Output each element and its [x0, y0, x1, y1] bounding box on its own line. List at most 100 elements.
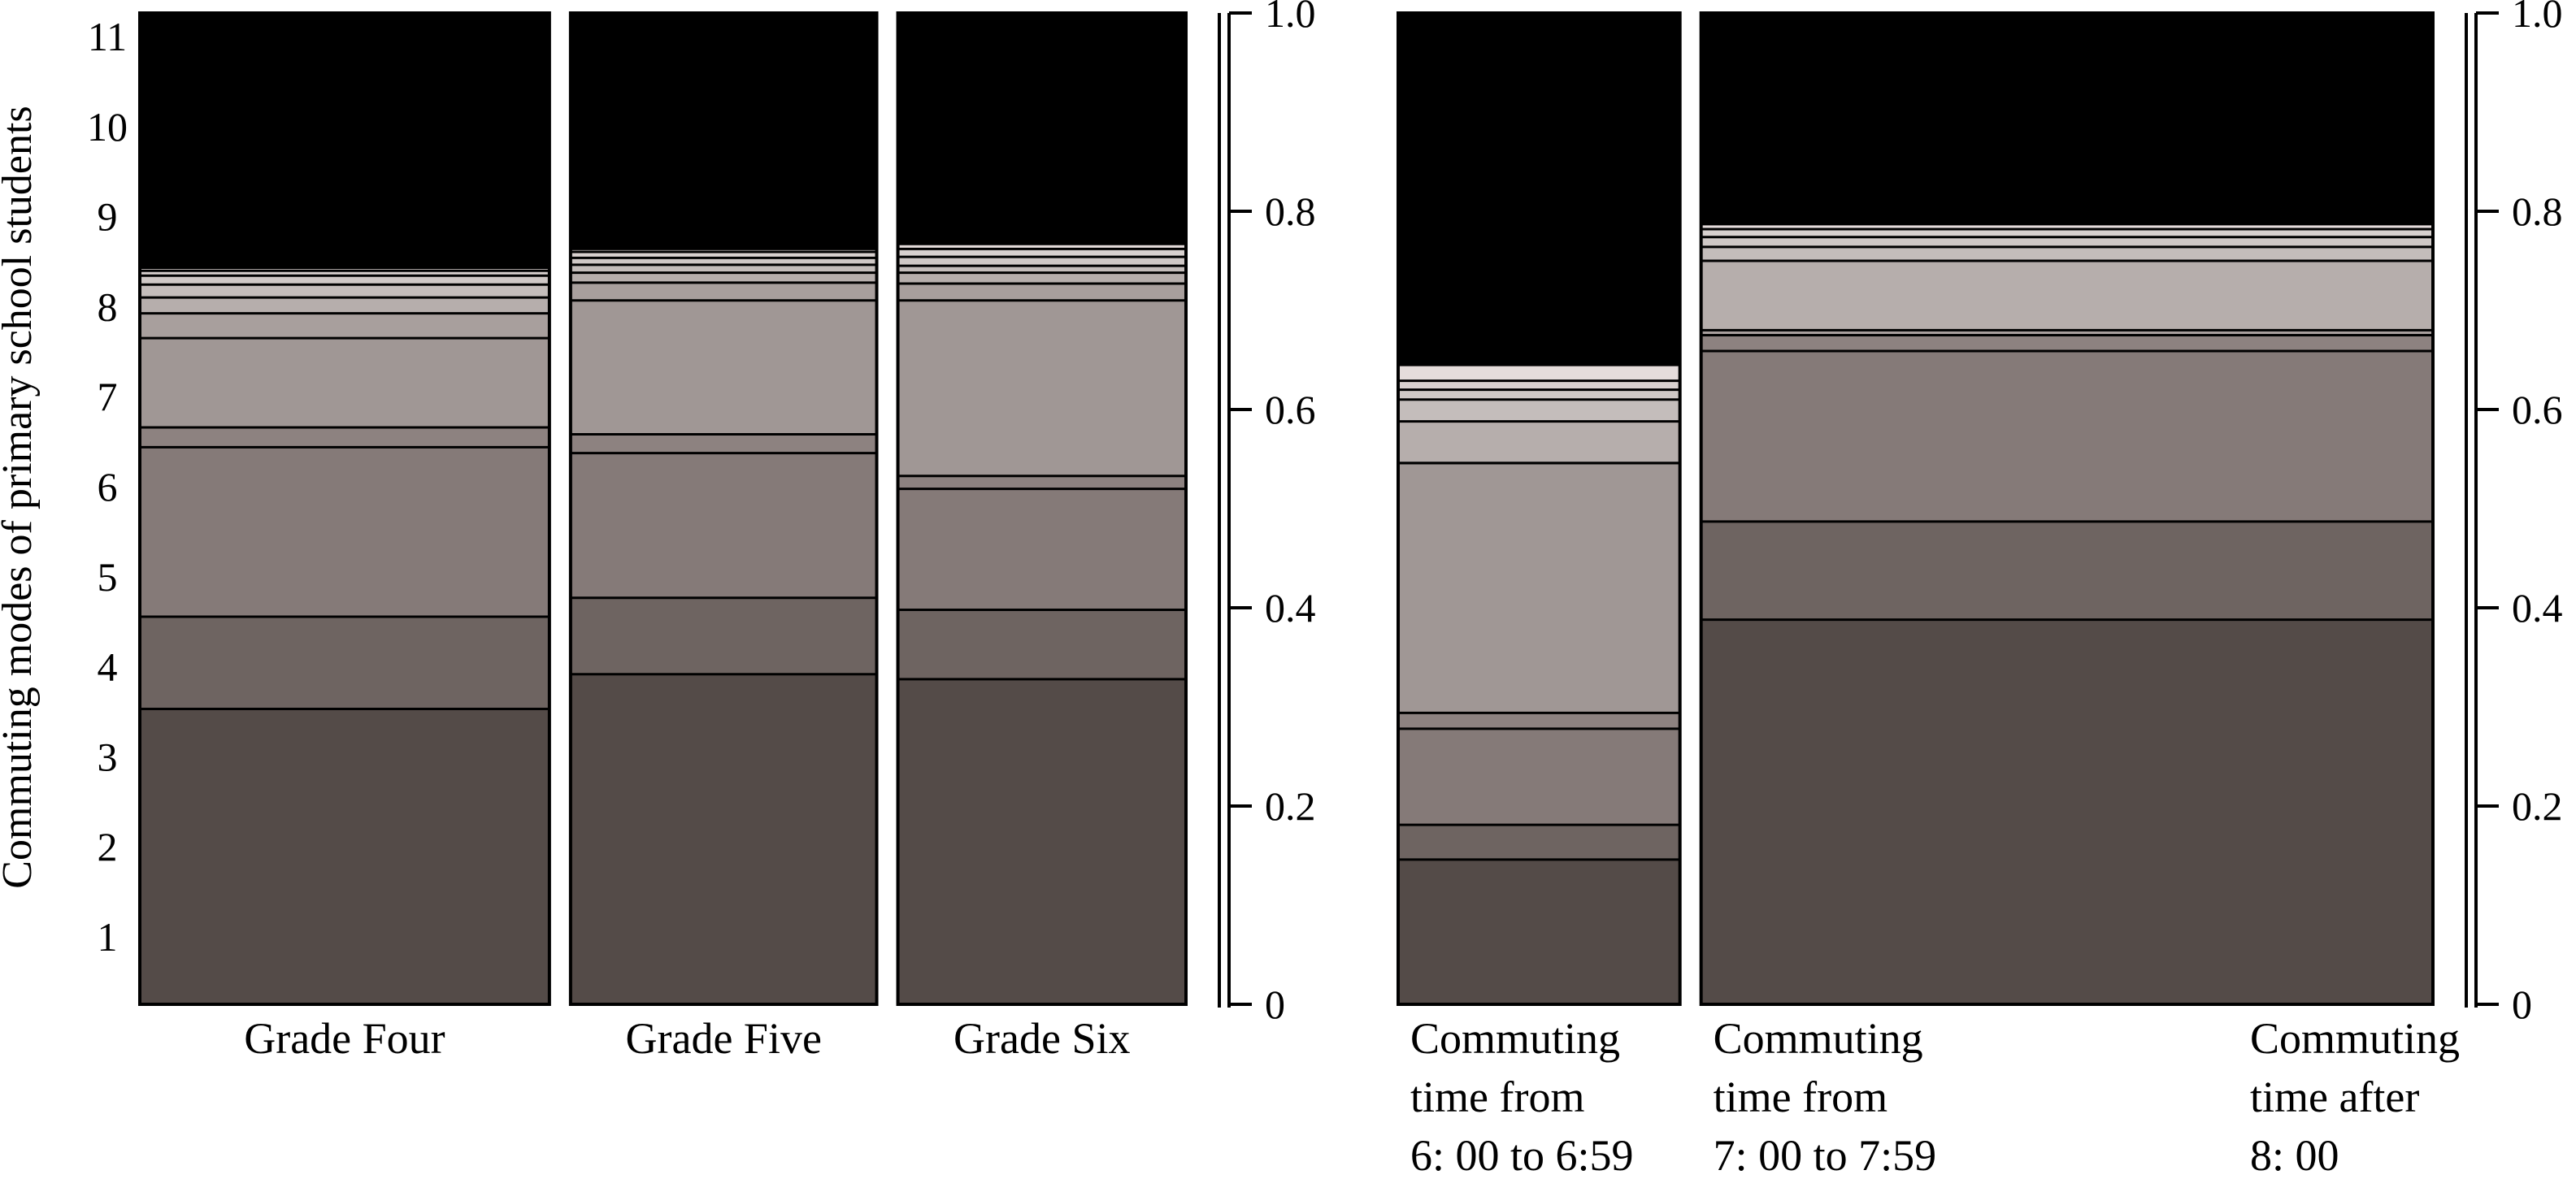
mode-index-label: 11: [88, 14, 127, 59]
mosaic-segment: [897, 284, 1186, 301]
mosaic-segment: [140, 338, 550, 427]
mosaic-segment: [1398, 365, 1680, 381]
scale-tick-label: 1.0: [2512, 0, 2563, 36]
mosaic-segment: [1398, 728, 1680, 826]
mosaic-segment: [1398, 825, 1680, 860]
mosaic-segment: [570, 674, 877, 1004]
mosaic-segment: [140, 313, 550, 339]
mosaic-segment: [1701, 228, 2433, 237]
category-label: Commuting time from 6: 00 to 6:59: [1410, 1014, 1634, 1180]
mosaic-segment: [140, 267, 550, 271]
category-label-line: 7: 00 to 7:59: [1714, 1131, 1937, 1180]
mosaic-segment: [570, 300, 877, 435]
column-border: [896, 11, 1188, 1006]
scale-tick-label: 0.6: [1265, 387, 1316, 432]
mosaic-segment: [1398, 859, 1680, 1004]
mosaic-segment: [1701, 246, 2433, 261]
mosaic-segment: [140, 275, 550, 285]
mosaic-segment: [570, 434, 877, 453]
category-label: Grade Four: [244, 1014, 445, 1063]
mosaic-segment: [897, 13, 1186, 245]
mosaic-segment: [1701, 330, 2433, 336]
mosaic-segment: [140, 616, 550, 709]
mosaic-segment: [897, 257, 1186, 267]
mode-index-label: 5: [98, 554, 118, 600]
mode-index-label: 4: [98, 644, 118, 690]
mosaic-segment: [1701, 335, 2433, 352]
category-label-line: Commuting: [2250, 1014, 2460, 1063]
mosaic-segment: [1398, 462, 1680, 713]
scale-tick-label: 0.8: [1265, 189, 1316, 234]
mosaic-segment: [140, 284, 550, 298]
scale-tick-label: 0.4: [1265, 585, 1316, 631]
mosaic-segment: [1701, 351, 2433, 522]
mosaic-segment: [897, 272, 1186, 284]
mosaic-segment: [897, 244, 1186, 249]
mosaic-segment: [1398, 380, 1680, 390]
mosaic-segment: [570, 13, 877, 249]
mosaic-column: [1699, 11, 2435, 1006]
mosaic-segment: [1398, 13, 1680, 366]
scale-tick-label: 1.0: [1265, 0, 1316, 36]
category-label-line: Commuting: [1410, 1014, 1620, 1063]
mosaic-segment: [1398, 713, 1680, 729]
column-border: [568, 11, 879, 1006]
scale-tick-label: 0.4: [2512, 585, 2563, 631]
mosaic-column: [568, 11, 879, 1006]
scale-tick-label: 0.2: [2512, 783, 2563, 829]
mosaic-segment: [897, 249, 1186, 258]
scale-tick-label: 0: [1265, 982, 1285, 1027]
category-label-line: 8: 00: [2250, 1131, 2339, 1180]
column-border: [138, 11, 551, 1006]
mosaic-segment: [1701, 619, 2433, 1004]
category-label: Grade Five: [626, 1014, 822, 1063]
mosaic-segment: [140, 13, 550, 268]
mode-index-axis: 1 2 3 4 5 6 7 8 9 10 11: [87, 14, 128, 960]
scale-tick-label: 0: [2512, 982, 2532, 1027]
scale-tick-label: 0.8: [2512, 189, 2563, 234]
mode-index-label: 9: [98, 194, 118, 240]
mosaic-segment: [140, 447, 550, 617]
mosaic-segment: [1398, 399, 1680, 422]
mosaic-column: [1397, 11, 1682, 1006]
mosaic-segment: [1398, 421, 1680, 463]
mosaic-segment: [897, 678, 1186, 1004]
category-label: Grade Six: [954, 1014, 1130, 1063]
mosaic-segment: [1701, 13, 2433, 224]
mosaic-segment: [140, 427, 550, 448]
mosaic-segment: [570, 282, 877, 301]
mosaic-segment: [897, 488, 1186, 610]
mosaic-segment: [570, 597, 877, 674]
category-label-line: Commuting: [1714, 1014, 1923, 1063]
panel-tag: (b): [1418, 28, 1470, 76]
mosaic-segment: [570, 272, 877, 283]
mode-index-label: 1: [98, 914, 118, 960]
mosaic-segment: [1398, 389, 1680, 400]
mosaic-segment: [1701, 521, 2433, 620]
mosaic-segment: [897, 300, 1186, 476]
column-border: [1699, 11, 2435, 1006]
mosaic-segment: [1701, 223, 2433, 229]
y-axis-label: Commuting modes of primary school studen…: [0, 106, 41, 888]
mosaic-segment: [1701, 236, 2433, 247]
mosaic-segment: [570, 264, 877, 273]
mosaic-column: [896, 11, 1188, 1006]
category-label: Commuting time from 7: 00 to 7:59: [1714, 1014, 1937, 1180]
mosaic-segment: [1701, 261, 2433, 331]
mode-index-label: 8: [98, 284, 118, 329]
mode-index-label: 3: [98, 734, 118, 779]
mosaic-segment: [570, 258, 877, 265]
mosaic-segment: [897, 266, 1186, 273]
category-label-line: time from: [1714, 1073, 1887, 1121]
mosaic-segment: [140, 271, 550, 276]
category-label: Commuting time after 8: 00: [2250, 1014, 2460, 1180]
category-label-line: time after: [2250, 1073, 2419, 1121]
mode-index-label: 7: [98, 374, 118, 419]
mode-index-label: 10: [87, 104, 128, 150]
scale-tick-label: 0.6: [2512, 387, 2563, 432]
mosaic-segment: [140, 709, 550, 1004]
mode-index-label: 6: [98, 464, 118, 509]
panel-b: Commuting time from 6: 00 to 6:59Commuting…: [1397, 0, 2563, 1180]
mosaic-segment: [897, 609, 1186, 679]
